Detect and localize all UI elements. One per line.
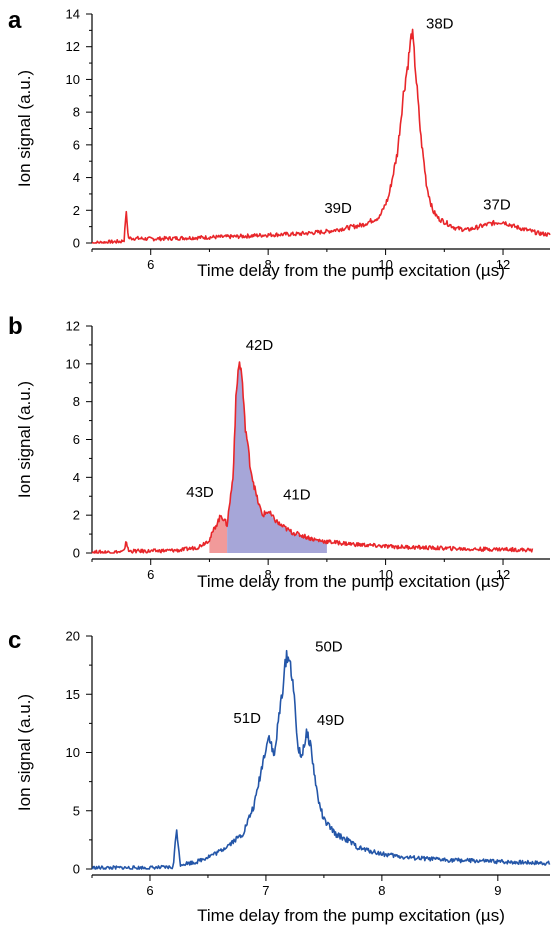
y-tick-label: 4 — [73, 470, 80, 485]
y-tick-label: 4 — [73, 170, 80, 185]
x-tick-label: 8 — [265, 567, 272, 582]
y-axis-title: Ion signal (a.u.) — [15, 381, 34, 498]
x-tick-label: 7 — [262, 883, 269, 898]
peak-label-51D: 51D — [233, 710, 261, 727]
series-line — [91, 649, 551, 870]
x-axis-title: Time delay from the pump excitation (µs) — [197, 906, 505, 925]
peak-label-37D: 37D — [483, 197, 511, 214]
panel-b: b 0 2 4 6 8 10 12 6 8 10 12 42D 43D 41D Time delay from… — [8, 313, 550, 591]
y-tick-label: 2 — [73, 203, 80, 218]
y-tick-label: 6 — [73, 432, 80, 447]
y-tick-label: 0 — [73, 236, 80, 251]
panel-a: a 0 2 4 6 8 10 12 14 6 8 10 12 38D 39D 37D Time delay fr… — [8, 7, 551, 280]
panel-c: c 0 5 10 15 20 6 7 8 9 50D 51D 49D Time delay from th… — [8, 627, 551, 925]
y-tick-label: 0 — [73, 546, 80, 561]
x-tick-label: 6 — [146, 883, 153, 898]
x-tick-label: 12 — [496, 567, 510, 582]
y-tick-label: 5 — [73, 803, 80, 818]
y-tick-label: 6 — [73, 137, 80, 152]
x-tick-label: 8 — [265, 257, 272, 272]
peak-label-50D: 50D — [315, 638, 343, 655]
y-tick-label: 10 — [66, 72, 80, 87]
peak-label-42D: 42D — [246, 337, 274, 354]
y-tick-label: 8 — [73, 105, 80, 120]
y-tick-label: 8 — [73, 394, 80, 409]
panel-letter: a — [8, 7, 22, 34]
peak-label-43D: 43D — [186, 484, 214, 501]
y-tick-label: 20 — [66, 629, 80, 644]
y-axis-title: Ion signal (a.u.) — [15, 694, 34, 811]
x-tick-label: 10 — [378, 567, 392, 582]
y-tick-label: 10 — [66, 745, 80, 760]
x-tick-label: 12 — [496, 257, 510, 272]
y-tick-label: 10 — [66, 356, 80, 371]
peak-label-39D: 39D — [324, 200, 352, 217]
y-tick-label: 15 — [66, 687, 80, 702]
x-tick-label: 9 — [494, 883, 501, 898]
fill-area-42D_41D — [227, 361, 327, 553]
y-tick-label: 12 — [66, 319, 80, 334]
peak-label-41D: 41D — [283, 486, 311, 503]
series-line — [91, 28, 551, 244]
series-line — [91, 361, 534, 554]
peak-label-49D: 49D — [317, 712, 345, 729]
x-tick-label: 10 — [378, 257, 392, 272]
peak-label-38D: 38D — [426, 15, 454, 32]
x-axis-title: Time delay from the pump excitation (µs) — [197, 572, 505, 591]
y-axis-title: Ion signal (a.u.) — [15, 70, 34, 187]
y-tick-label: 0 — [73, 862, 80, 877]
x-tick-label: 8 — [378, 883, 385, 898]
x-axis-title: Time delay from the pump excitation (µs) — [197, 261, 505, 280]
y-tick-label: 14 — [66, 7, 80, 22]
y-tick-label: 12 — [66, 39, 80, 54]
fill-area-43D — [209, 515, 228, 553]
x-tick-label: 6 — [147, 257, 154, 272]
panel-letter: c — [8, 627, 21, 654]
x-tick-label: 6 — [147, 567, 154, 582]
y-tick-label: 2 — [73, 508, 80, 523]
panel-letter: b — [8, 313, 23, 340]
